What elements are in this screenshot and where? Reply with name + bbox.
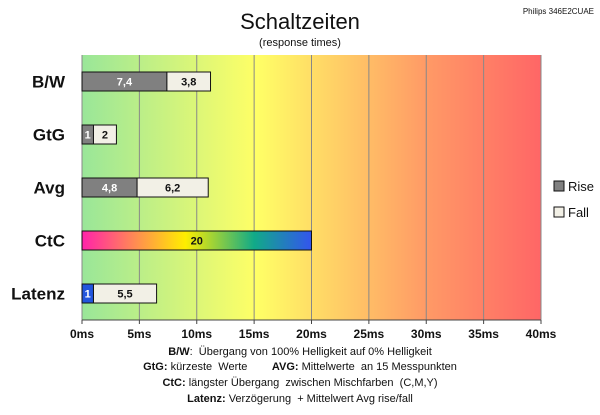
note-ctc: CtC: längster Übergang zwischen Mischfar…	[0, 377, 600, 389]
legend-fall-label: Fall	[568, 205, 589, 220]
note-text: längster Übergang zwischen Mischfarben (…	[185, 377, 438, 389]
bar-fall-label: 2	[102, 130, 108, 142]
note-term: Latenz:	[187, 393, 226, 405]
chart-subtitle: (response times)	[259, 37, 341, 49]
note-text: Mittelwerte an 15 Messpunkten	[298, 361, 457, 373]
note-term: AVG:	[271, 361, 299, 373]
x-tick-label: 20ms	[296, 327, 327, 341]
bar-rise	[81, 230, 312, 251]
bar-rise-label: 4,8	[102, 183, 117, 195]
note-text: Verzögerung + Mittelwert Avg rise/fall	[225, 393, 413, 405]
x-axis-ticks: 0ms 5ms 10ms 15ms 20ms 25ms 30ms 35ms 40ms	[70, 319, 557, 341]
x-tick-label: 15ms	[239, 327, 270, 341]
chart-title: Schaltzeiten	[240, 9, 360, 34]
note-term: GtG:	[143, 361, 168, 373]
category-label: GtG	[33, 126, 65, 145]
note-text: kürzeste Werte	[167, 361, 272, 373]
legend-rise-swatch	[553, 180, 565, 192]
category-label: Latenz	[11, 285, 65, 304]
legend-fall-swatch	[553, 206, 565, 218]
monitor-model: Philips 346E2CUAE	[523, 7, 594, 16]
bar-fall-label: 6,2	[165, 183, 180, 195]
bar-fall-label: 5,5	[117, 289, 132, 301]
category-label: B/W	[32, 73, 66, 92]
legend: Rise Fall	[553, 179, 594, 220]
category-label: CtC	[35, 232, 65, 251]
bar-fall-label: 3,8	[181, 77, 196, 89]
bar-rise-label: 1	[85, 289, 91, 301]
note-term: B/W	[168, 346, 190, 358]
x-tick-label: 10ms	[181, 327, 212, 341]
category-label: Avg	[34, 179, 66, 198]
x-tick-label: 30ms	[411, 327, 442, 341]
bar-rise-label: 7,4	[117, 77, 133, 89]
bar-rise-label: 20	[191, 236, 203, 248]
note-latenz: Latenz: Verzögerung + Mittelwert Avg ris…	[0, 393, 600, 405]
bar-fall	[92, 283, 158, 304]
x-tick-label: 25ms	[354, 327, 385, 341]
x-tick-label: 40ms	[526, 327, 557, 341]
response-time-chart: Schaltzeiten (response times) Philips 34…	[11, 7, 594, 341]
x-tick-label: 35ms	[468, 327, 499, 341]
x-tick-label: 0ms	[70, 327, 94, 341]
note-term: CtC:	[162, 377, 186, 389]
bar-fall	[136, 177, 209, 198]
note-text: : Übergang von 100% Helligkeit auf 0% He…	[189, 346, 432, 358]
note-bw: B/W: Übergang von 100% Helligkeit auf 0%…	[0, 346, 600, 358]
note-gtg-avg: GtG: kürzeste Werte AVG: Mittelwerte an …	[0, 361, 600, 373]
legend-rise-label: Rise	[568, 179, 594, 194]
x-tick-label: 5ms	[127, 327, 151, 341]
category-labels: B/W GtG Avg CtC Latenz	[11, 73, 66, 304]
bar-fall	[92, 124, 117, 145]
bar-rise-label: 1	[85, 130, 91, 142]
bar-fall	[166, 71, 212, 92]
